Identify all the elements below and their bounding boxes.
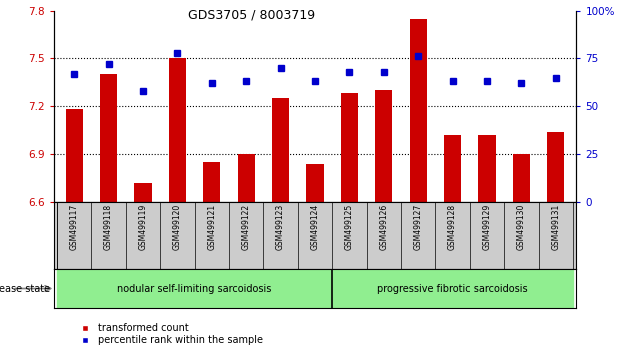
Text: GSM499130: GSM499130: [517, 204, 526, 250]
Bar: [169, 58, 186, 202]
Text: GSM499120: GSM499120: [173, 204, 182, 250]
Bar: [375, 90, 392, 202]
Bar: [332, 269, 573, 308]
Text: GSM499124: GSM499124: [311, 204, 319, 250]
Text: nodular self-limiting sarcoidosis: nodular self-limiting sarcoidosis: [117, 284, 272, 293]
Text: GSM499126: GSM499126: [379, 204, 388, 250]
Bar: [66, 109, 83, 202]
Text: GDS3705 / 8003719: GDS3705 / 8003719: [188, 9, 316, 22]
Text: GSM499121: GSM499121: [207, 204, 216, 250]
Bar: [100, 74, 117, 202]
Bar: [478, 135, 496, 202]
Text: GSM499122: GSM499122: [242, 204, 251, 250]
Bar: [410, 18, 427, 202]
Bar: [547, 132, 564, 202]
Text: GSM499128: GSM499128: [448, 204, 457, 250]
Text: GSM499125: GSM499125: [345, 204, 354, 250]
Bar: [513, 154, 530, 202]
Text: GSM499123: GSM499123: [276, 204, 285, 250]
Bar: [57, 269, 332, 308]
Bar: [203, 162, 220, 202]
Text: GSM499118: GSM499118: [104, 204, 113, 250]
Text: progressive fibrotic sarcoidosis: progressive fibrotic sarcoidosis: [377, 284, 528, 293]
Legend: transformed count, percentile rank within the sample: transformed count, percentile rank withi…: [71, 319, 267, 349]
Bar: [444, 135, 461, 202]
Text: GSM499117: GSM499117: [70, 204, 79, 250]
Text: GSM499127: GSM499127: [414, 204, 423, 250]
Text: GSM499129: GSM499129: [483, 204, 491, 250]
Text: GSM499119: GSM499119: [139, 204, 147, 250]
Bar: [272, 98, 289, 202]
Bar: [306, 164, 324, 202]
Text: disease state: disease state: [0, 284, 50, 293]
Text: GSM499131: GSM499131: [551, 204, 560, 250]
Bar: [134, 183, 152, 202]
Bar: [238, 154, 255, 202]
Bar: [341, 93, 358, 202]
